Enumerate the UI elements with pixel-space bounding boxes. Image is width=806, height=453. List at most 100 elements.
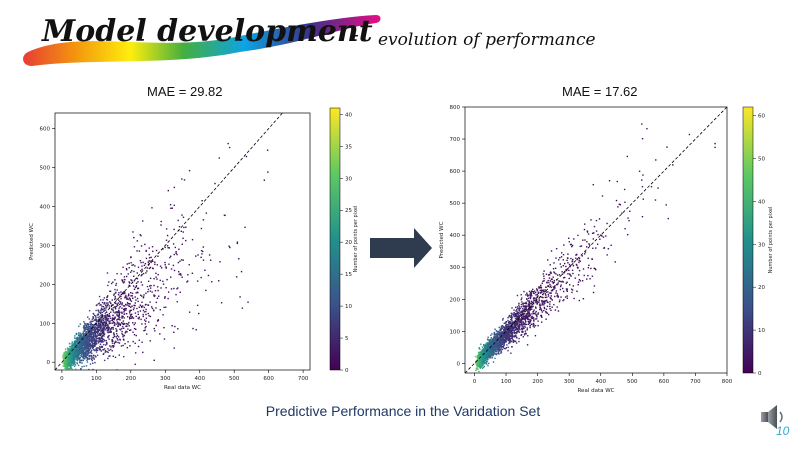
- scatter-point: [518, 324, 520, 327]
- scatter-point: [545, 296, 548, 298]
- scatter-point: [98, 316, 101, 318]
- scatter-point: [492, 346, 495, 348]
- scatter-point: [535, 297, 537, 299]
- scatter-point: [553, 272, 556, 274]
- scatter-point: [125, 294, 127, 297]
- scatter-point: [507, 339, 509, 342]
- scatter-point: [77, 348, 79, 351]
- scatter-point: [84, 332, 87, 335]
- scatter-point: [479, 361, 481, 363]
- scatter-point: [167, 247, 169, 249]
- scatter-point: [97, 347, 100, 349]
- scatter-point: [79, 343, 81, 345]
- scatter-point: [178, 271, 180, 273]
- scatter-point: [114, 295, 116, 298]
- scatter-point: [110, 346, 112, 348]
- scatter-point: [103, 309, 106, 311]
- scatter-point: [132, 331, 134, 333]
- scatter-point: [82, 343, 84, 346]
- scatter-point: [491, 342, 493, 345]
- scatter-point: [116, 329, 118, 331]
- scatter-point: [489, 357, 491, 359]
- scatter-point: [100, 321, 102, 324]
- scatter-point: [528, 303, 530, 305]
- scatter-point: [533, 300, 535, 302]
- scatter-point: [83, 345, 85, 347]
- scatter-point: [500, 351, 503, 353]
- scatter-point: [87, 341, 89, 343]
- scatter-point: [565, 269, 568, 272]
- scatter-point: [111, 345, 114, 347]
- scatter-point: [160, 267, 163, 269]
- scatter-point: [482, 348, 485, 351]
- scatter-point: [157, 273, 159, 276]
- scatter-point: [586, 231, 589, 233]
- scatter-point: [108, 322, 111, 325]
- scatter-point: [531, 317, 533, 319]
- scatter-point: [577, 234, 579, 237]
- scatter-point: [78, 344, 81, 346]
- scatter-point: [92, 342, 94, 345]
- scatter-point: [568, 241, 571, 243]
- scatter-point: [81, 344, 84, 347]
- scatter-point: [103, 333, 105, 336]
- scatter-point: [121, 316, 123, 318]
- scatter-point: [145, 257, 148, 260]
- scatter-point: [135, 334, 137, 337]
- scatter-point: [523, 302, 525, 304]
- scatter-point: [155, 272, 157, 275]
- scatter-point: [106, 343, 108, 345]
- scatter-point: [88, 345, 91, 347]
- scatter-point: [541, 289, 544, 292]
- scatter-point: [63, 362, 66, 365]
- scatter-point: [502, 317, 504, 320]
- scatter-point: [145, 310, 147, 313]
- scatter-point: [595, 219, 598, 222]
- scatter-point: [587, 274, 589, 277]
- scatter-point: [494, 350, 497, 353]
- scatter-point: [98, 329, 101, 332]
- scatter-point: [112, 328, 114, 330]
- scatter-point: [86, 333, 88, 335]
- scatter-point: [557, 259, 560, 261]
- scatter-point: [83, 333, 85, 336]
- scatter-point: [127, 293, 130, 295]
- scatter-point: [496, 353, 498, 355]
- scatter-point: [73, 351, 75, 354]
- scatter-point: [516, 331, 518, 333]
- scatter-point: [105, 307, 107, 309]
- scatter-point: [80, 353, 83, 356]
- scatter-point: [137, 345, 140, 348]
- scatter-point: [97, 326, 99, 328]
- scatter-point: [510, 329, 512, 331]
- scatter-point: [63, 354, 66, 356]
- scatter-point: [572, 258, 574, 261]
- scatter-point: [104, 317, 106, 319]
- scatter-point: [144, 323, 147, 325]
- scatter-point: [506, 331, 508, 333]
- scatter-point: [521, 301, 523, 303]
- scatter-point: [152, 260, 154, 262]
- scatter-point: [149, 315, 152, 318]
- scatter-point: [555, 273, 557, 275]
- scatter-point: [146, 270, 148, 272]
- scatter-point: [87, 350, 90, 352]
- scatter-point: [566, 297, 569, 299]
- scatter-point: [89, 351, 92, 354]
- scatter-point: [122, 320, 125, 322]
- slide-subtitle: evolution of performance: [378, 30, 596, 50]
- scatter-point: [81, 343, 83, 345]
- scatter-point: [86, 359, 88, 361]
- scatter-point: [66, 367, 69, 369]
- scatter-point: [65, 360, 68, 362]
- scatter-point: [99, 312, 102, 314]
- scatter-point: [524, 332, 527, 334]
- scatter-point: [567, 262, 569, 264]
- scatter-point: [104, 349, 107, 352]
- scatter-point: [106, 296, 109, 298]
- scatter-point: [107, 318, 109, 320]
- scatter-point: [176, 288, 178, 290]
- scatter-point: [666, 146, 668, 148]
- scatter-point: [91, 357, 93, 359]
- scatter-point: [125, 330, 127, 333]
